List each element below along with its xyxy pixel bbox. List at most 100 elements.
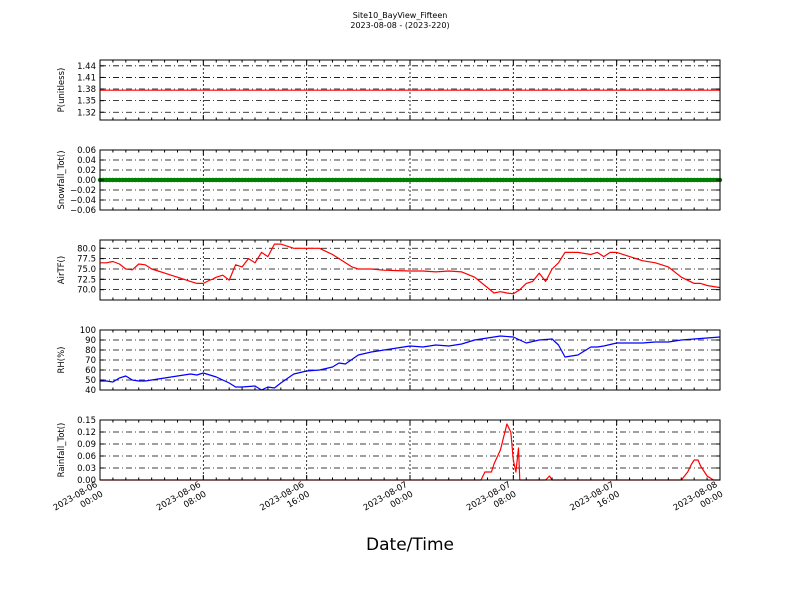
series-1-point: [265, 177, 271, 183]
series-1-point: [181, 177, 187, 183]
series-1-point: [272, 177, 277, 183]
series-1-point: [414, 177, 419, 183]
series-1-point: [136, 177, 141, 183]
series-1-point: [620, 177, 626, 183]
y-tick-label: 1.44: [77, 62, 96, 72]
y-tick-label: 0.03: [77, 464, 96, 474]
series-1-point: [107, 177, 112, 183]
series-1-point: [204, 177, 209, 183]
y-tick-label: 1.32: [77, 108, 96, 118]
series-1-point: [491, 177, 497, 183]
y-tick-label: 70: [85, 356, 96, 366]
y-tick-label: 0.12: [77, 428, 96, 438]
series-1-point: [543, 177, 548, 183]
series-1-point: [398, 177, 403, 183]
y-tick-label: 50: [85, 376, 96, 386]
series-1-point: [223, 177, 229, 183]
series-1-point: [143, 177, 148, 183]
series-1-point: [453, 177, 458, 183]
series-1-point: [675, 177, 681, 183]
series-1-point: [375, 177, 380, 183]
series-1-point: [475, 177, 481, 183]
y-tick-label: 100: [80, 326, 96, 336]
series-1-point: [262, 177, 267, 183]
series-1-point: [352, 177, 358, 183]
series-1-point: [401, 177, 406, 183]
series-1-point: [278, 177, 284, 183]
series-1-point: [226, 177, 232, 183]
y-axis-label: RH(%): [57, 346, 67, 373]
series-1-point: [155, 177, 161, 183]
series-1-point: [285, 177, 290, 183]
y-axis-label: Snowfall_Tot(): [57, 150, 67, 209]
series-1-point: [688, 177, 694, 183]
series-1-point: [320, 177, 326, 183]
series-1-point: [436, 177, 442, 183]
series-1-point: [562, 177, 568, 183]
figure-title: Site10_BayView_Fifteen: [352, 11, 448, 20]
series-1-point: [210, 177, 216, 183]
series-1-point: [669, 177, 674, 183]
series-1-point: [239, 177, 245, 183]
y-tick-label: 40: [85, 386, 96, 396]
y-tick-label: 60: [85, 366, 96, 376]
series-1-point: [611, 177, 616, 183]
series-1-point: [598, 177, 603, 183]
series-1-point: [656, 177, 661, 183]
series-1-point: [459, 177, 464, 183]
series-1-point: [498, 177, 503, 183]
series-1-point: [617, 177, 623, 183]
panel-2: −0.06−0.04−0.020.000.020.040.06 Snowfall_…: [57, 146, 723, 216]
series-1-point: [462, 177, 468, 183]
series-1-point: [701, 177, 707, 183]
series-1-point: [104, 177, 109, 183]
series-1-line: [100, 335, 721, 391]
y-tick-label: 0.04: [77, 156, 96, 166]
x-tick-label: 2023-08-0700:00: [362, 480, 415, 523]
series-1-point: [662, 177, 668, 183]
series-1-point: [404, 177, 409, 183]
series-1-point: [139, 177, 145, 183]
series-1-point: [378, 177, 384, 183]
series-1-point: [165, 177, 171, 183]
series-1-point: [520, 177, 526, 183]
series-1-point: [281, 177, 287, 183]
series-1-point: [314, 177, 319, 183]
series-1-point: [556, 177, 561, 183]
series-1-point: [608, 177, 613, 183]
series-1-point: [369, 177, 374, 183]
series-1-point: [130, 177, 135, 183]
series-1-point: [420, 177, 426, 183]
series-1-point: [572, 177, 577, 183]
series-1-point: [472, 177, 477, 183]
series-1-point: [527, 177, 532, 183]
series-1-point: [339, 177, 345, 183]
panel-3: 70.072.575.077.580.0 AirTF(): [57, 239, 721, 301]
y-tick-label: 80.0: [77, 244, 96, 254]
series-1-point: [604, 177, 610, 183]
series-1-point: [549, 177, 555, 183]
series-1-point: [275, 177, 280, 183]
series-1-point: [346, 177, 351, 183]
series-1-point: [385, 177, 390, 183]
series-1-point: [220, 177, 225, 183]
series-1-point: [682, 177, 687, 183]
series-1-point: [494, 177, 500, 183]
series-1-point: [201, 177, 206, 183]
series-1-point: [507, 177, 513, 183]
series-1-point: [188, 177, 193, 183]
series-1-point: [524, 177, 529, 183]
series-1-point: [294, 177, 300, 183]
series-1-point: [191, 177, 196, 183]
series-1-point: [630, 177, 636, 183]
series-1-point: [591, 177, 597, 183]
series-1-point: [695, 177, 700, 183]
series-1-point: [172, 177, 177, 183]
series-1-point: [178, 177, 183, 183]
y-tick-label: 80: [85, 346, 96, 356]
series-1-point: [711, 177, 716, 183]
series-1-point: [407, 177, 413, 183]
series-1-point: [433, 177, 439, 183]
series-1-point: [168, 177, 174, 183]
series-1-point: [327, 177, 332, 183]
